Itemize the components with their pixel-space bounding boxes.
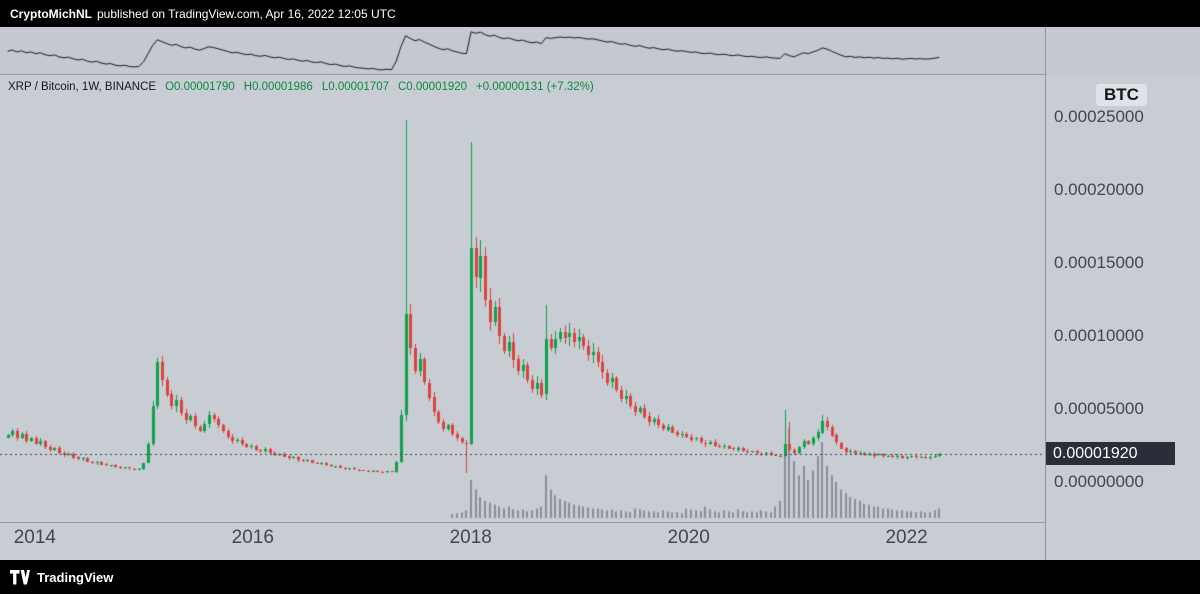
legend-open: O0.00001790 <box>165 81 235 93</box>
date-tick-label: 2014 <box>13 527 56 548</box>
pane-divider-top <box>0 74 1045 75</box>
price-tick-label: 0.00000000 <box>1054 472 1144 491</box>
overview-pane <box>0 27 1200 75</box>
date-tick-label: 2018 <box>449 527 492 548</box>
symbol-label[interactable]: XRP / Bitcoin, 1W, BINANCE <box>8 81 157 93</box>
price-pane: XRP / Bitcoin, 1W, BINANCE O0.00001790 H0.… <box>0 75 1045 522</box>
publish-info: published on TradingView.com, Apr 16, 20… <box>97 6 396 21</box>
legend-low: L0.00001707 <box>321 81 389 93</box>
price-tick-label: 0.00015000 <box>1054 253 1144 272</box>
date-tick-label: 2016 <box>231 527 274 548</box>
pane-divider-bottom <box>0 522 1045 523</box>
legend-high: H0.00001986 <box>243 81 313 93</box>
footer-bar: TradingView <box>0 560 1200 594</box>
publisher-name: CryptoMichNL <box>10 6 92 21</box>
price-tick-label: 0.00025000 <box>1054 107 1144 126</box>
price-tick-label: 0.00010000 <box>1054 326 1144 345</box>
overview-line-chart[interactable] <box>0 27 1045 75</box>
candlestick-chart[interactable] <box>0 75 1045 522</box>
legend-change: +0.00000131 (+7.32%) <box>476 81 594 93</box>
date-tick-label: 2022 <box>885 527 928 548</box>
current-price-badge: 0.00001920 <box>1045 441 1175 465</box>
tradingview-logo-icon[interactable] <box>10 569 30 585</box>
brand-name[interactable]: TradingView <box>37 569 114 585</box>
axis-divider <box>1045 27 1046 560</box>
price-tick-label: 0.00020000 <box>1054 180 1144 199</box>
date-tick-label: 2020 <box>667 527 710 548</box>
attribution-bar: CryptoMichNL published on TradingView.co… <box>0 0 1200 27</box>
price-tick-label: 0.00005000 <box>1054 399 1144 418</box>
legend-close: C0.00001920 <box>397 81 468 93</box>
currency-label: BTC <box>1096 84 1147 106</box>
chart-legend: XRP / Bitcoin, 1W, BINANCE O0.00001790 H0.… <box>8 81 594 93</box>
